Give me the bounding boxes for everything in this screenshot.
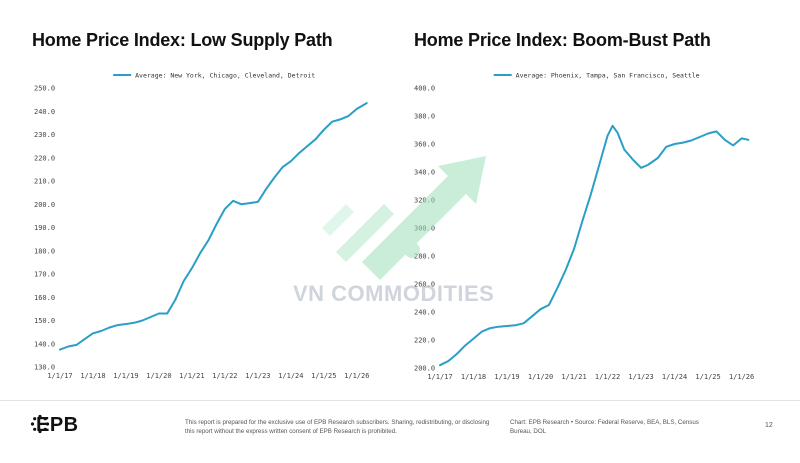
- y-tick-label: 280.0: [414, 253, 435, 261]
- x-tick-label: 1/1/20: [528, 373, 553, 381]
- y-tick-label: 380.0: [414, 113, 435, 121]
- x-tick-label: 1/1/19: [113, 372, 138, 380]
- x-tick-label: 1/1/26: [344, 372, 369, 380]
- y-tick-label: 150.0: [34, 317, 55, 325]
- y-tick-label: 360.0: [414, 141, 435, 149]
- x-tick-label: 1/1/23: [245, 372, 270, 380]
- y-tick-label: 210.0: [34, 178, 55, 186]
- y-tick-label: 300.0: [414, 225, 435, 233]
- chart-svg-low-supply: 130.0 140.0 150.0 160.0 170.0 180.0 190.0 200.0…: [34, 71, 369, 380]
- y-tick-label: 180.0: [34, 247, 55, 255]
- chart-panel-boom-bust: Home Price Index: Boom-Bust Path 200.0 22…: [400, 0, 800, 400]
- y-tick-label: 400.0: [414, 85, 435, 93]
- y-tick-label: 220.0: [34, 154, 55, 162]
- x-tick-label: 1/1/24: [662, 373, 687, 381]
- x-tick-label: 1/1/26: [729, 373, 754, 381]
- x-tick-label: 1/1/17: [47, 372, 72, 380]
- page-number: 12: [765, 422, 773, 429]
- y-tick-label: 200.0: [34, 201, 55, 209]
- y-tick-label: 230.0: [34, 131, 55, 139]
- x-tick-label: 1/1/22: [595, 373, 620, 381]
- y-tick-label: 240.0: [34, 108, 55, 116]
- y-tick-label: 320.0: [414, 197, 435, 205]
- y-tick-label: 240.0: [414, 309, 435, 317]
- y-tick-label: 260.0: [414, 281, 435, 289]
- y-tick-label: 140.0: [34, 340, 55, 348]
- x-tick-label: 1/1/22: [212, 372, 237, 380]
- chart-panel-low-supply: Home Price Index: Low Supply Path 130.0 1…: [0, 0, 400, 400]
- x-tick-label: 1/1/23: [628, 373, 653, 381]
- y-tick-label: 170.0: [34, 271, 55, 279]
- footer-divider: [0, 400, 800, 401]
- series-line: [59, 102, 368, 351]
- y-tick-label: 220.0: [414, 337, 435, 345]
- x-tick-label: 1/1/21: [561, 373, 586, 381]
- chart-title: Home Price Index: Boom-Bust Path: [414, 30, 711, 50]
- epb-logo: EPB: [30, 414, 79, 437]
- chart-svg-boom-bust: 200.0 220.0 240.0 260.0 280.0 300.0 320.0 340.0…: [414, 71, 754, 381]
- x-tick-label: 1/1/25: [695, 373, 720, 381]
- source-text: Chart: EPB Research • Source: Federal Re…: [510, 419, 699, 435]
- x-tick-label: 1/1/18: [461, 373, 486, 381]
- watermark-text: VN COMMODITIES: [293, 281, 495, 306]
- series-line: [439, 124, 750, 367]
- x-tick-label: 1/1/25: [311, 372, 336, 380]
- epb-logo-icon: [30, 414, 50, 434]
- disclaimer-text: This report is prepared for the exclusiv…: [185, 419, 490, 435]
- legend-label: Average: Phoenix, Tampa, San Francisco, …: [516, 71, 700, 79]
- x-tick-label: 1/1/18: [80, 372, 105, 380]
- chart-title: Home Price Index: Low Supply Path: [32, 30, 333, 50]
- y-tick-label: 200.0: [414, 365, 435, 373]
- x-tick-label: 1/1/17: [427, 373, 452, 381]
- x-tick-label: 1/1/20: [146, 372, 171, 380]
- y-tick-label: 340.0: [414, 169, 435, 177]
- x-tick-label: 1/1/24: [278, 372, 303, 380]
- y-tick-label: 160.0: [34, 294, 55, 302]
- y-tick-label: 190.0: [34, 224, 55, 232]
- x-tick-label: 1/1/19: [494, 373, 519, 381]
- y-tick-label: 130.0: [34, 364, 55, 372]
- legend-label: Average: New York, Chicago, Cleveland, D…: [135, 71, 315, 79]
- x-tick-label: 1/1/21: [179, 372, 204, 380]
- y-tick-label: 250.0: [34, 85, 55, 93]
